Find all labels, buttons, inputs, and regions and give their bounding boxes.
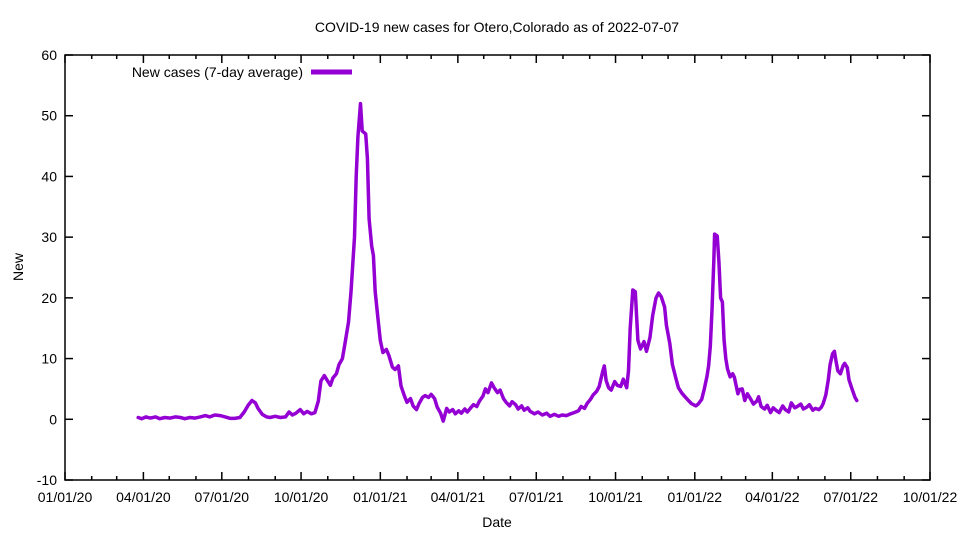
y-tick-label: 30	[41, 229, 57, 245]
x-tick-label: 07/01/22	[823, 489, 878, 505]
axis-ticks: -10 0 10 20 30 40 50 60 01/01/20 04/01/20 07/01/20…	[37, 47, 958, 505]
chart-title: COVID-19 new cases for Otero,Colorado as…	[315, 19, 679, 35]
x-tick-label: 10/01/22	[903, 489, 958, 505]
x-tick-label: 01/01/22	[668, 489, 723, 505]
legend-label: New cases (7-day average)	[132, 64, 303, 80]
x-tick-label: 01/01/21	[353, 489, 408, 505]
x-tick-label: 10/01/21	[588, 489, 643, 505]
x-axis-label: Date	[482, 514, 512, 530]
legend: New cases (7-day average)	[132, 64, 352, 80]
x-tick-label: 07/01/20	[195, 489, 250, 505]
y-tick-label: 50	[41, 108, 57, 124]
y-axis-label: New	[10, 252, 26, 281]
y-tick-label: 10	[41, 351, 57, 367]
y-tick-label: 0	[49, 411, 57, 427]
x-tick-label: 04/01/21	[431, 489, 486, 505]
data-series	[136, 101, 859, 423]
plot-border	[64, 54, 931, 481]
y-tick-label: 20	[41, 290, 57, 306]
y-tick-label: 40	[41, 168, 57, 184]
x-tick-label: 04/01/20	[116, 489, 171, 505]
x-tick-label: 07/01/21	[509, 489, 564, 505]
x-tick-label: 01/01/20	[38, 489, 93, 505]
y-tick-label: 60	[41, 47, 57, 63]
y-tick-label: -10	[37, 472, 57, 488]
x-tick-label: 10/01/20	[274, 489, 329, 505]
x-tick-label: 04/01/22	[745, 489, 800, 505]
series-line-new-cases-7-day-average-	[136, 101, 859, 423]
